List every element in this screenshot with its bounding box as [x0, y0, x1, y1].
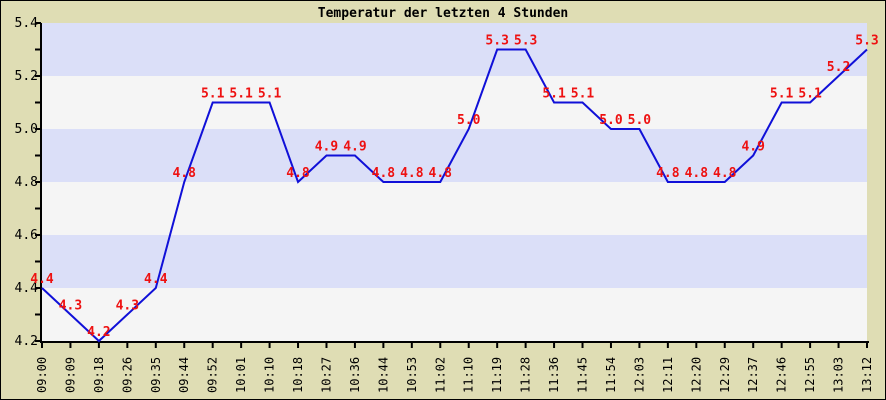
value-label: 4.8: [656, 166, 680, 181]
background-band: [42, 288, 867, 341]
value-label: 4.4: [30, 272, 54, 287]
value-label: 4.2: [87, 325, 110, 340]
x-tick-label: 10:53: [405, 357, 419, 393]
x-tick-label: 09:18: [92, 357, 106, 393]
x-axis-line: [40, 341, 869, 343]
x-tick-label: 12:29: [718, 357, 732, 393]
value-label: 5.0: [599, 113, 623, 128]
x-tick-label: 11:45: [576, 357, 590, 393]
value-label: 4.9: [343, 140, 366, 155]
value-label: 5.1: [201, 87, 225, 102]
x-tick-label: 10:36: [348, 357, 362, 393]
value-label: 4.8: [685, 166, 709, 181]
value-label: 4.8: [172, 166, 196, 181]
value-label: 4.9: [315, 140, 338, 155]
y-tick-label: 4.4: [15, 281, 39, 296]
value-label: 5.1: [798, 87, 822, 102]
x-tick-label: 11:02: [433, 357, 447, 393]
value-label: 4.8: [429, 166, 453, 181]
x-tick-label: 12:11: [661, 357, 675, 393]
value-label: 5.3: [485, 34, 508, 49]
value-label: 4.8: [286, 166, 310, 181]
x-tick-label: 13:12: [860, 357, 874, 393]
background-band: [42, 23, 867, 76]
x-tick-label: 10:27: [319, 357, 333, 393]
chart-title: Temperatur der letzten 4 Stunden: [317, 6, 569, 21]
y-tick-label: 5.4: [15, 16, 39, 31]
value-label: 5.0: [457, 113, 481, 128]
y-tick-label: 4.6: [15, 228, 38, 243]
y-tick-label: 4.2: [15, 334, 38, 349]
value-label: 4.9: [741, 140, 764, 155]
y-tick-label: 5.2: [15, 69, 38, 84]
x-tick-label: 09:44: [177, 357, 191, 393]
x-tick-label: 09:35: [149, 357, 163, 393]
y-tick-label: 5.0: [15, 122, 38, 137]
x-tick-label: 13:03: [832, 357, 846, 393]
x-tick-label: 11:36: [547, 357, 561, 393]
background-band: [42, 235, 867, 288]
x-tick-label: 09:26: [120, 357, 134, 393]
x-tick-label: 11:28: [519, 357, 533, 393]
x-tick-label: 09:52: [206, 357, 220, 393]
background-band: [42, 182, 867, 235]
value-label: 5.1: [258, 87, 282, 102]
background-band: [42, 76, 867, 129]
y-tick-label: 4.8: [15, 175, 38, 190]
value-label: 5.1: [571, 87, 595, 102]
x-tick-label: 10:01: [234, 357, 248, 393]
value-label: 4.3: [59, 299, 82, 314]
x-tick-label: 10:44: [376, 357, 390, 393]
value-label: 4.8: [372, 166, 396, 181]
x-tick-label: 11:10: [462, 357, 476, 393]
x-tick-label: 10:18: [291, 357, 305, 393]
value-label: 5.0: [628, 113, 652, 128]
x-tick-label: 09:00: [35, 357, 49, 393]
value-label: 4.8: [400, 166, 424, 181]
x-tick-label: 11:54: [604, 357, 618, 393]
x-tick-label: 12:20: [689, 357, 703, 393]
value-label: 4.3: [116, 299, 139, 314]
value-label: 5.1: [229, 87, 253, 102]
x-tick-label: 12:46: [775, 357, 789, 393]
value-label: 5.1: [770, 87, 794, 102]
value-label: 4.4: [144, 272, 168, 287]
x-tick-label: 11:19: [490, 357, 504, 393]
value-label: 5.3: [855, 34, 878, 49]
value-label: 5.2: [827, 60, 850, 75]
x-tick-label: 12:37: [746, 357, 760, 393]
x-tick-label: 10:10: [263, 357, 277, 393]
x-tick-label: 09:09: [63, 357, 77, 393]
y-axis-line: [40, 23, 42, 343]
value-label: 5.3: [514, 34, 537, 49]
x-tick-label: 12:55: [803, 357, 817, 393]
temperature-line: [41, 48, 868, 343]
x-tick-label: 12:03: [632, 357, 646, 393]
value-label: 4.8: [713, 166, 737, 181]
value-label: 5.1: [542, 87, 566, 102]
